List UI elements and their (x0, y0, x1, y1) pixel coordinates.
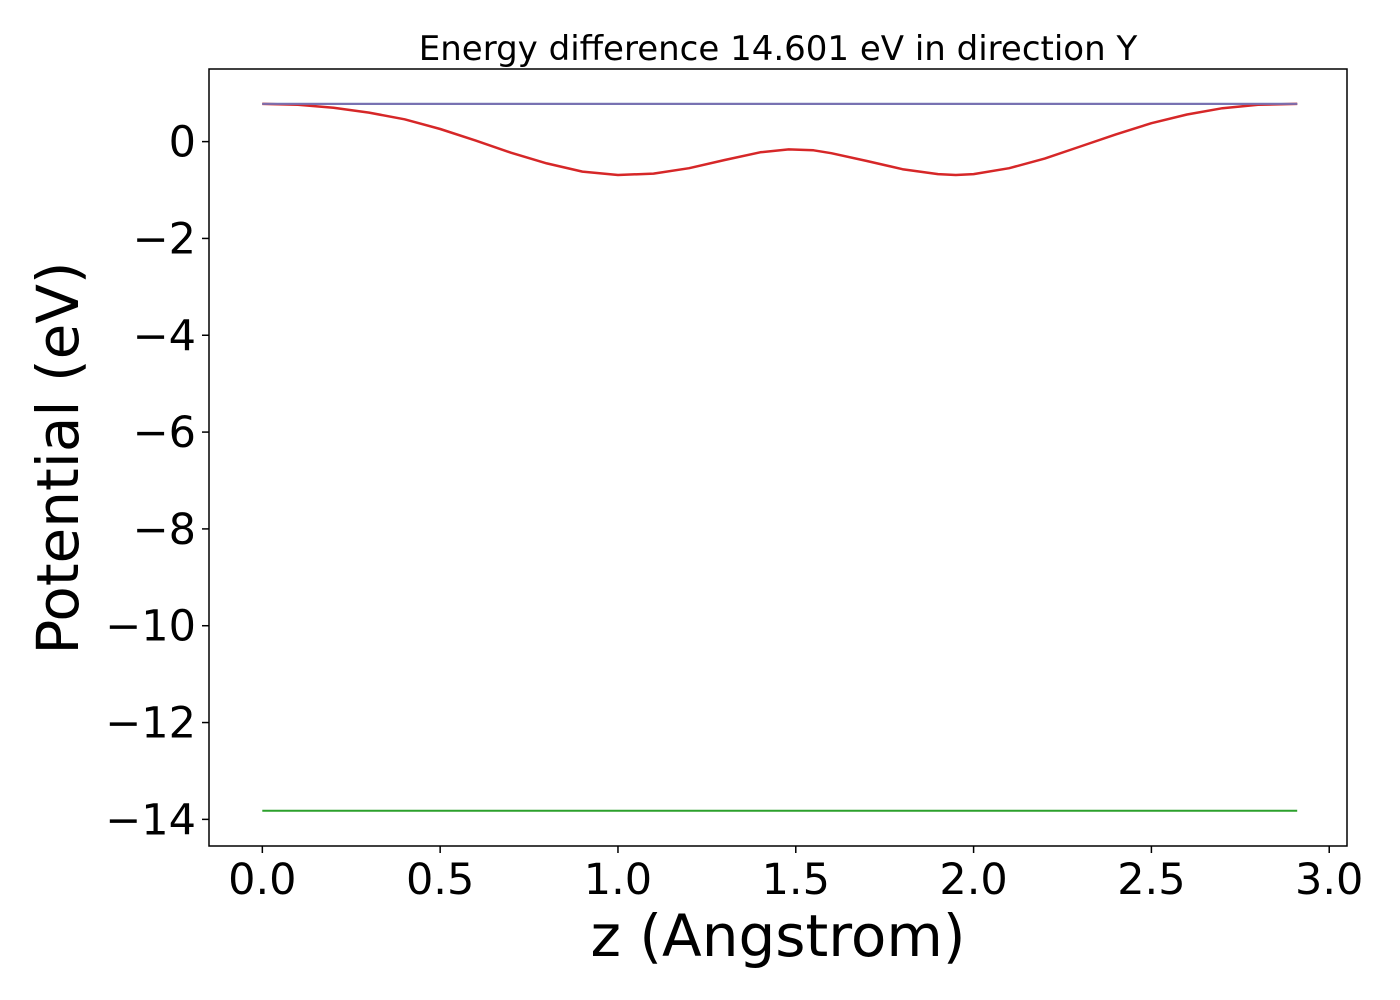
chart-title: Energy difference 14.601 eV in direction… (419, 29, 1138, 69)
x-tick-label: 2.0 (939, 855, 1007, 905)
x-axis: 0.0 0.5 1.0 1.5 2.0 2.5 3.0 (228, 846, 1363, 905)
y-axis-label: Potential (eV) (24, 261, 92, 654)
y-tick-label: −2 (133, 214, 196, 264)
x-tick-label: 3.0 (1295, 855, 1363, 905)
y-tick-label: −10 (105, 602, 196, 652)
x-tick-label: 2.5 (1117, 855, 1185, 905)
x-tick-label: 1.0 (584, 855, 652, 905)
x-tick-label: 0.5 (406, 855, 474, 905)
x-tick-label: 1.5 (762, 855, 830, 905)
y-tick-label: −4 (133, 311, 196, 361)
x-axis-label: z (Angstrom) (591, 902, 966, 970)
series-layer (262, 102, 1298, 812)
y-tick-label: −6 (133, 408, 196, 458)
y-axis: 0 −2 −4 −6 −8 −10 −12 −14 (105, 118, 209, 845)
series-line-2 (262, 102, 1298, 177)
y-tick-label: −14 (105, 795, 196, 845)
x-tick-label: 0.0 (228, 855, 296, 905)
plot-area-frame (208, 68, 1348, 847)
y-tick-label: −8 (133, 505, 196, 555)
y-tick-label: −12 (105, 699, 196, 749)
y-tick-label: 0 (169, 118, 196, 168)
